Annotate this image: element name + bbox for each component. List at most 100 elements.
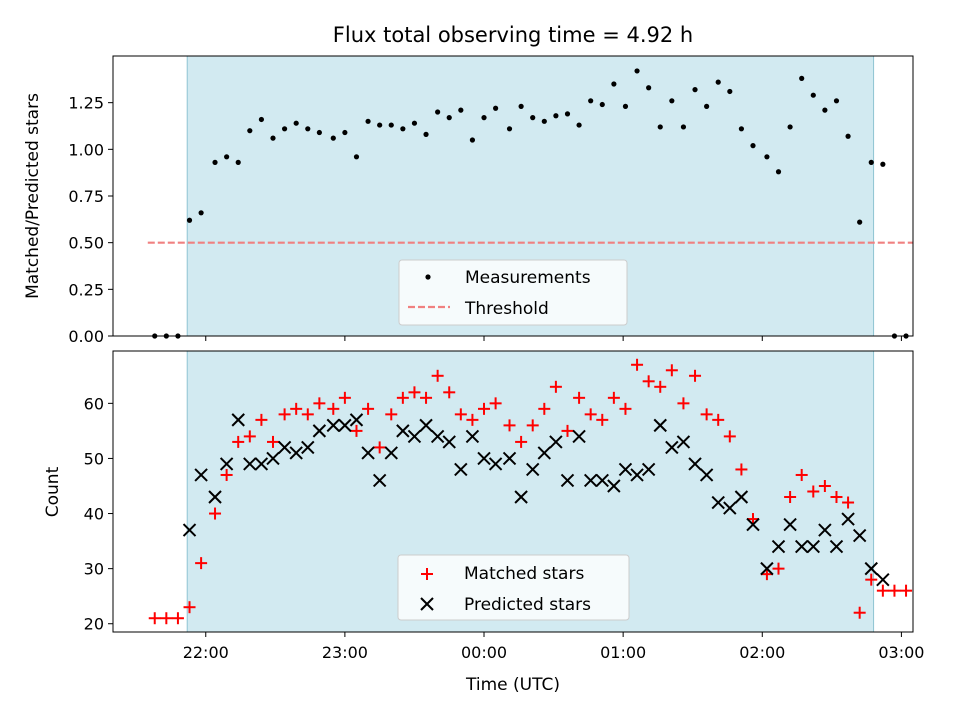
- predicted-star-point: [734, 490, 749, 504]
- matched-star-point: [760, 568, 773, 581]
- y-tick-label: 60: [84, 394, 104, 413]
- measurement-point: [186, 217, 193, 223]
- y-tick-label: 30: [84, 560, 104, 579]
- matched-star-point: [747, 513, 759, 526]
- measurement-point: [787, 124, 793, 130]
- measurement-point: [822, 107, 828, 113]
- predicted-star-point: [526, 462, 540, 477]
- predicted-star-point: [560, 473, 575, 488]
- predicted-star-point: [688, 457, 702, 471]
- predicted-star-point: [723, 501, 737, 515]
- predicted-star-point: [746, 517, 760, 532]
- measurement-point: [857, 219, 863, 225]
- matched-star-point: [443, 386, 456, 399]
- bottom-legend-box: [397, 554, 630, 621]
- predicted-star-point: [488, 457, 503, 471]
- bottom-y-axis: 20 30 40 50 60: [84, 394, 113, 634]
- measurement-point: [198, 210, 204, 216]
- predicted-star-point: [208, 490, 222, 504]
- measurement-point: [657, 124, 663, 130]
- measurement-point: [764, 154, 770, 160]
- matched-star-point: [160, 612, 173, 625]
- measurement-point: [388, 122, 394, 128]
- matched-star-point: [220, 468, 233, 481]
- predicted-star-point: [829, 539, 844, 554]
- matched-star-point: [373, 441, 386, 454]
- predicted-star-point: [514, 490, 528, 504]
- top-legend-label-threshold: Threshold: [464, 299, 549, 319]
- predicted-star-point: [266, 451, 280, 466]
- measurement-point: [435, 109, 441, 115]
- measurement-point: [469, 137, 476, 143]
- matched-star-point: [888, 584, 901, 597]
- predicted-star-point: [361, 446, 375, 460]
- measurement-point: [458, 107, 464, 113]
- x-tick-label: 22:00: [183, 643, 229, 662]
- matched-star-point: [818, 479, 831, 492]
- measurement-point: [738, 126, 745, 132]
- matched-star-point: [255, 413, 268, 426]
- measurement-point: [833, 98, 840, 104]
- predicted-star-point: [549, 435, 563, 449]
- matched-star-point: [677, 397, 690, 410]
- measurement-point: [506, 126, 513, 132]
- matched-star-point: [772, 562, 785, 575]
- bottom-predicted-points: [182, 413, 890, 587]
- measurement-point: [235, 159, 241, 165]
- matched-star-point: [338, 391, 351, 404]
- top-legend-box: [398, 259, 628, 326]
- measurement-point: [588, 98, 594, 104]
- predicted-star-point: [841, 512, 855, 526]
- matched-star-point: [350, 424, 363, 437]
- measurement-point: [692, 87, 698, 93]
- matched-star-point: [665, 364, 678, 377]
- matched-star-point: [408, 386, 421, 399]
- measurement-point: [599, 101, 605, 108]
- matched-star-point: [538, 402, 551, 415]
- measurement-point: [680, 124, 687, 130]
- predicted-star-point: [699, 468, 714, 482]
- bottom-x-axis: 22:00 23:00 00:00 01:00 02:00 03:00: [183, 632, 924, 662]
- measurement-point: [353, 154, 360, 160]
- predicted-star-point: [665, 440, 679, 455]
- matched-star-point: [171, 612, 184, 625]
- predicted-star-point: [349, 413, 364, 427]
- x-tick-label: 02:00: [739, 643, 785, 662]
- matched-star-point: [503, 419, 516, 432]
- predicted-star-point: [407, 429, 422, 444]
- predicted-star-point: [876, 572, 890, 587]
- measurement-point: [493, 105, 499, 111]
- predicted-star-point: [326, 418, 340, 433]
- top-ylabel: Matched/Predicted stars: [23, 93, 43, 299]
- measurement-point: [564, 111, 571, 117]
- matched-star-point: [712, 413, 725, 426]
- predicted-star-point: [818, 523, 832, 537]
- y-tick-label: 1.00: [68, 140, 104, 159]
- predicted-star-point: [372, 473, 387, 488]
- measurement-point: [212, 159, 218, 165]
- predicted-star-point: [289, 446, 303, 460]
- bottom-legend-label-matched: Matched stars: [464, 564, 584, 584]
- predicted-star-point: [277, 440, 292, 455]
- predicted-star-point: [864, 561, 878, 576]
- predicted-star-point: [711, 495, 725, 510]
- matched-star-point: [454, 408, 467, 421]
- matched-star-point: [362, 402, 375, 415]
- measurement-point: [646, 85, 652, 91]
- measurement-point: [810, 92, 816, 98]
- matched-star-point: [689, 369, 702, 382]
- matched-star-point: [327, 402, 340, 415]
- matched-star-point: [478, 402, 491, 415]
- matched-star-point: [385, 408, 398, 421]
- top-legend: Measurements Threshold: [398, 259, 628, 326]
- measurement-point: [365, 118, 371, 124]
- matched-star-point: [195, 557, 208, 570]
- y-tick-label: 50: [84, 449, 104, 468]
- predicted-star-point: [442, 435, 456, 449]
- matched-star-point: [301, 408, 314, 421]
- predicted-star-point: [231, 413, 245, 427]
- matched-star-point: [232, 435, 245, 448]
- predicted-star-point: [219, 457, 234, 471]
- matched-star-point: [607, 391, 620, 404]
- x-tick-label: 23:00: [322, 643, 368, 662]
